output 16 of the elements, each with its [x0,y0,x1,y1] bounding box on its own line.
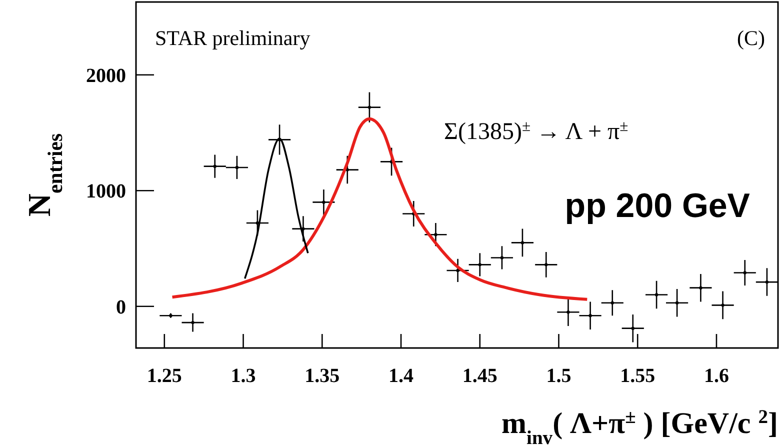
x-tick-label: 1.4 [388,365,414,387]
annotation: Σ(1385)$^{±}$ → Λ + π$^{±}$ [444,118,628,145]
x-tick-label: 1.55 [620,365,656,387]
x-tick-label: 1.3 [230,365,256,387]
annotation: pp 200 GeV [564,187,750,225]
annotation: (C) [737,26,765,50]
x-tick-label: 1.35 [304,365,340,387]
x-axis-title: m$_{inv}$( Λ+π$^{±}$ ) [GeV/c $^{2}$] [502,406,778,445]
y-tick-label: 1000 [86,180,126,203]
annotation: STAR preliminary [155,26,311,50]
y-tick-label: 2000 [86,64,126,87]
y-tick-label: 0 [116,296,126,318]
x-tick-label: 1.45 [462,365,498,387]
x-tick-label: 1.5 [546,365,572,387]
x-tick-label: 1.25 [146,365,182,387]
x-tick-label: 1.6 [704,365,729,387]
